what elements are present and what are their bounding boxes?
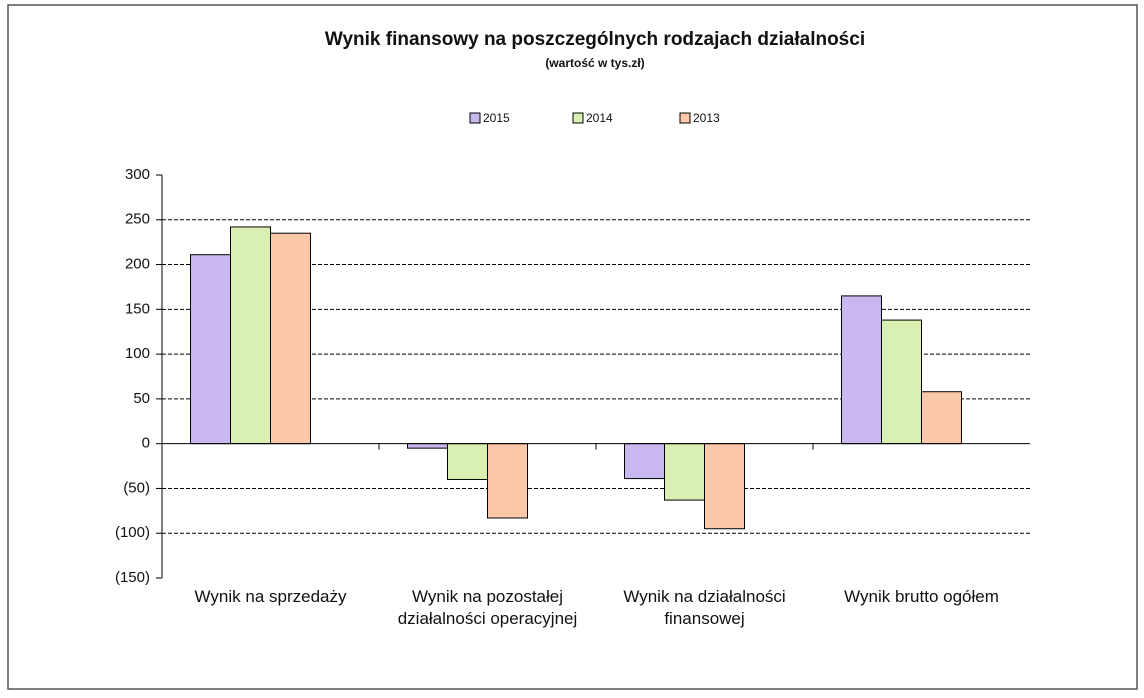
bar [841, 295, 882, 445]
y-tick-label: (100) [115, 524, 150, 541]
y-tick-label: (50) [123, 479, 150, 496]
bar [881, 319, 922, 445]
chart-title: Wynik finansowy na poszczególnych rodzaj… [325, 29, 865, 50]
y-tick-label: 150 [125, 300, 150, 317]
bar [487, 443, 528, 519]
x-tick-label: Wynik na działalności finansowej [623, 587, 786, 628]
y-tick-label: 200 [125, 256, 150, 273]
bar [447, 443, 488, 480]
x-tick-label: Wynik na sprzedaży [194, 587, 347, 606]
legend-label: 2013 [693, 111, 720, 125]
bar [921, 391, 962, 445]
y-tick-label: 50 [133, 390, 150, 407]
x-tick-label: Wynik brutto ogółem [844, 587, 999, 606]
chart-subtitle: (wartość w tys.zł) [545, 56, 644, 70]
x-tick-label: Wynik na pozostałej działalności operacy… [397, 587, 578, 628]
bar [270, 232, 311, 445]
bar [407, 443, 448, 449]
legend-swatch [679, 112, 691, 124]
y-tick-label: (150) [115, 569, 150, 586]
legend-label: 2015 [483, 111, 510, 125]
chart-border [7, 4, 1138, 690]
y-tick-label: 100 [125, 345, 150, 362]
bar [230, 226, 271, 445]
y-tick-label: 300 [125, 166, 150, 183]
bar [190, 254, 231, 445]
y-tick-label: 250 [125, 211, 150, 228]
y-tick-label: 0 [142, 435, 150, 452]
bar [704, 443, 745, 530]
legend-swatch [469, 112, 481, 124]
bar [664, 443, 705, 501]
bar [624, 443, 665, 480]
legend-label: 2014 [586, 111, 613, 125]
legend-swatch [572, 112, 584, 124]
